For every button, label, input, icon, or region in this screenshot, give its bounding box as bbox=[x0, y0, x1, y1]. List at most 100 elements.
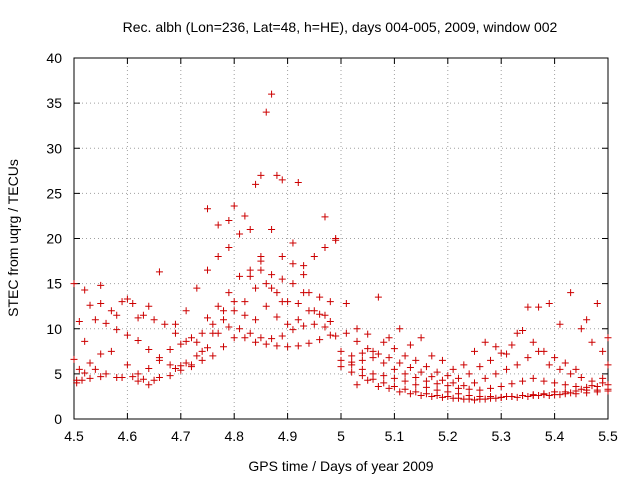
data-point bbox=[161, 320, 169, 328]
data-point bbox=[145, 381, 153, 389]
data-point bbox=[316, 310, 324, 318]
data-point bbox=[385, 334, 393, 342]
data-point bbox=[342, 299, 350, 307]
data-point bbox=[460, 395, 468, 403]
data-point bbox=[433, 368, 441, 376]
data-point bbox=[380, 372, 388, 380]
data-point bbox=[374, 293, 382, 301]
data-point bbox=[593, 383, 601, 391]
data-point bbox=[369, 347, 377, 355]
data-point bbox=[417, 334, 425, 342]
data-point bbox=[129, 373, 137, 381]
data-point bbox=[524, 392, 532, 400]
data-point bbox=[481, 395, 489, 403]
data-point bbox=[236, 325, 244, 333]
data-point bbox=[252, 180, 260, 188]
data-point bbox=[321, 244, 329, 252]
data-point bbox=[433, 380, 441, 388]
data-point bbox=[529, 374, 537, 382]
data-point bbox=[230, 307, 238, 315]
y-tick-label: 10 bbox=[46, 321, 62, 337]
data-points bbox=[70, 90, 612, 404]
data-point bbox=[540, 347, 548, 355]
data-point bbox=[358, 372, 366, 380]
data-point bbox=[262, 302, 270, 310]
data-point bbox=[428, 373, 436, 381]
data-point bbox=[364, 376, 372, 384]
data-point bbox=[428, 392, 436, 400]
data-point bbox=[396, 359, 404, 367]
data-point bbox=[604, 387, 612, 395]
data-point bbox=[497, 393, 505, 401]
data-point bbox=[513, 329, 521, 337]
data-point bbox=[81, 337, 89, 345]
data-point bbox=[278, 298, 286, 306]
data-point bbox=[454, 384, 462, 392]
data-point bbox=[460, 382, 468, 390]
data-point bbox=[166, 361, 174, 369]
data-point bbox=[177, 340, 185, 348]
data-point bbox=[268, 271, 276, 279]
data-point bbox=[252, 338, 260, 346]
data-point bbox=[604, 361, 612, 369]
data-point bbox=[262, 280, 270, 288]
data-point bbox=[225, 289, 233, 297]
data-point bbox=[326, 318, 334, 326]
x-tick-label: 5.4 bbox=[545, 428, 565, 444]
data-point bbox=[123, 361, 131, 369]
data-point bbox=[182, 337, 190, 345]
data-point bbox=[225, 323, 233, 331]
data-point bbox=[187, 334, 195, 342]
data-point bbox=[444, 382, 452, 390]
chart-title: Rec. albh (Lon=236, Lat=48, h=HE), days … bbox=[123, 19, 558, 35]
data-point bbox=[593, 299, 601, 307]
data-point bbox=[561, 381, 569, 389]
data-point bbox=[572, 390, 580, 398]
data-point bbox=[353, 337, 361, 345]
data-point bbox=[284, 320, 292, 328]
x-tick-label: 4.8 bbox=[224, 428, 244, 444]
y-tick-label: 20 bbox=[46, 231, 62, 247]
y-tick-label: 25 bbox=[46, 185, 62, 201]
data-point bbox=[204, 205, 211, 213]
data-point bbox=[145, 302, 153, 310]
data-point bbox=[294, 299, 302, 307]
data-point bbox=[257, 334, 265, 342]
data-point bbox=[369, 354, 377, 362]
data-point bbox=[567, 370, 575, 378]
data-point bbox=[209, 320, 217, 328]
data-point bbox=[289, 326, 297, 334]
x-axis-tick-labels: 4.5 4.6 4.7 4.8 4.9 5 5.1 5.2 5.3 5.4 5.5 bbox=[64, 428, 618, 444]
x-tick-label: 5.2 bbox=[438, 428, 458, 444]
data-point bbox=[204, 266, 211, 274]
data-point bbox=[230, 298, 238, 306]
data-point bbox=[113, 326, 121, 334]
data-point bbox=[230, 334, 238, 342]
data-point bbox=[198, 329, 206, 337]
data-point bbox=[460, 361, 468, 369]
data-point bbox=[294, 342, 302, 350]
y-tick-label: 0 bbox=[54, 411, 62, 427]
data-point bbox=[332, 236, 340, 244]
data-point bbox=[390, 374, 398, 382]
data-point bbox=[551, 379, 559, 387]
x-tick-label: 5.3 bbox=[491, 428, 511, 444]
data-point bbox=[374, 383, 382, 391]
data-point bbox=[438, 376, 446, 384]
data-point bbox=[214, 221, 222, 229]
data-point bbox=[390, 365, 398, 373]
data-point bbox=[380, 359, 388, 367]
data-point bbox=[273, 171, 281, 179]
data-point bbox=[91, 316, 99, 324]
y-tick-label: 5 bbox=[54, 366, 62, 382]
y-axis-tick-labels: 0 5 10 15 20 25 30 35 40 bbox=[46, 50, 62, 427]
data-point bbox=[519, 377, 527, 385]
data-point bbox=[374, 350, 382, 358]
data-point bbox=[252, 316, 260, 324]
data-point bbox=[556, 320, 564, 328]
data-point bbox=[225, 216, 233, 224]
data-point bbox=[134, 370, 142, 378]
data-point bbox=[380, 379, 388, 387]
data-point bbox=[97, 350, 105, 358]
x-tick-label: 4.5 bbox=[64, 428, 84, 444]
